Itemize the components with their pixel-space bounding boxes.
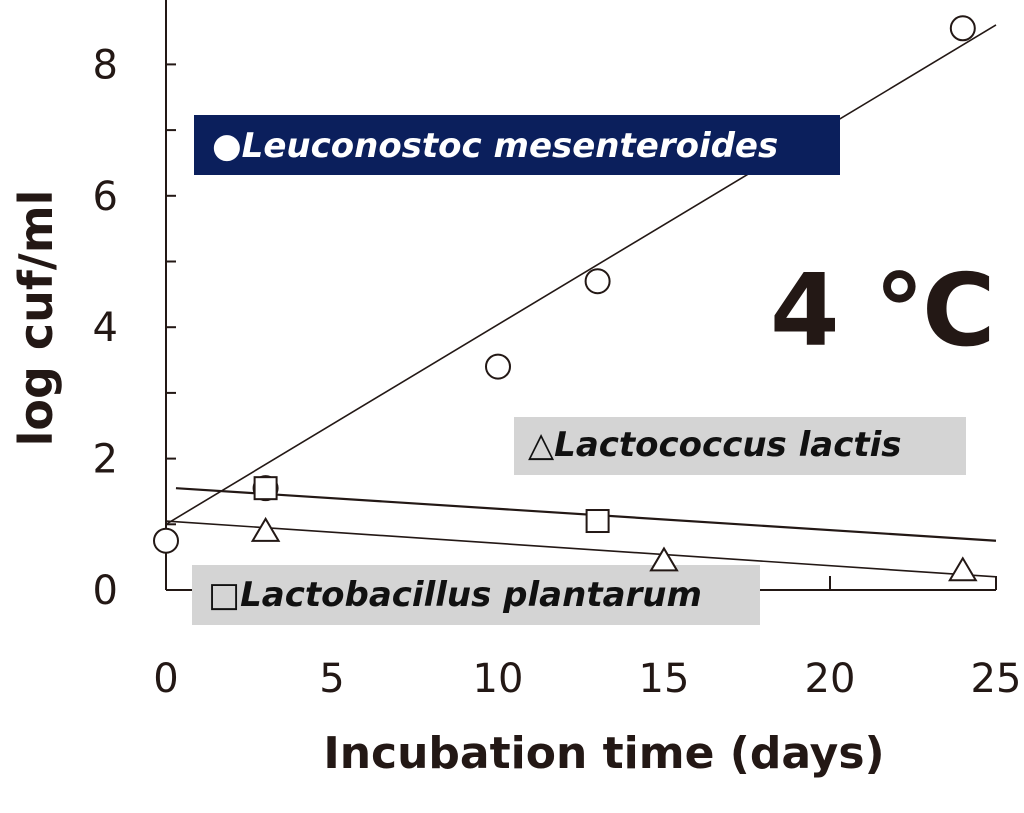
legend-leuconostoc-bg <box>194 115 840 175</box>
data-point-circle <box>949 15 976 42</box>
data-point-circle <box>485 353 511 380</box>
fit-line-triangle <box>165 520 997 578</box>
y-ticks: 0 2 4 6 8 <box>93 42 176 614</box>
y-tick-label: 8 <box>93 42 118 88</box>
y-tick-label: 4 <box>93 305 118 351</box>
data-points <box>153 15 978 582</box>
data-point-circle <box>153 527 179 554</box>
y-axis-title: log cuf/ml <box>9 190 63 447</box>
legend-lactococcus: △Lactococcus lactis <box>514 417 966 475</box>
y-tick-label: 0 <box>93 568 118 614</box>
data-point-circle <box>584 268 611 295</box>
y-tick-label: 2 <box>93 437 118 483</box>
legend-lactococcus-label: △Lactococcus lactis <box>528 425 902 465</box>
x-tick-label: 5 <box>319 656 344 702</box>
legend-lactococcus-bg <box>514 417 966 475</box>
legend-leuconostoc: ●Leuconostoc mesenteroides <box>194 115 840 175</box>
data-point-triangle <box>250 516 281 542</box>
axes: 0 2 4 6 8 0 5 10 15 20 25 <box>93 0 1021 702</box>
x-axis-title: Incubation time (days) <box>323 728 884 779</box>
data-point-square <box>253 476 278 501</box>
x-ticks: 0 5 10 15 20 25 <box>153 576 1021 702</box>
data-point-square <box>585 509 610 534</box>
legend-lactobacillus: □Lactobacillus plantarum <box>192 565 760 625</box>
temperature-label: 4 ℃ <box>770 252 996 369</box>
y-tick-label: 6 <box>93 174 118 220</box>
data-point-triangle <box>649 546 679 572</box>
x-tick-label: 15 <box>639 656 690 702</box>
legend-lactobacillus-bg <box>192 565 760 625</box>
data-point-triangle <box>948 556 978 582</box>
legend-leuconostoc-label: ●Leuconostoc mesenteroides <box>212 126 778 166</box>
fit-line-circle <box>165 24 997 525</box>
x-tick-label: 25 <box>971 656 1022 702</box>
x-tick-label: 0 <box>153 656 178 702</box>
x-tick-label: 10 <box>473 656 524 702</box>
x-tick-label: 20 <box>805 656 856 702</box>
legend-lactobacillus-label: □Lactobacillus plantarum <box>208 575 702 615</box>
